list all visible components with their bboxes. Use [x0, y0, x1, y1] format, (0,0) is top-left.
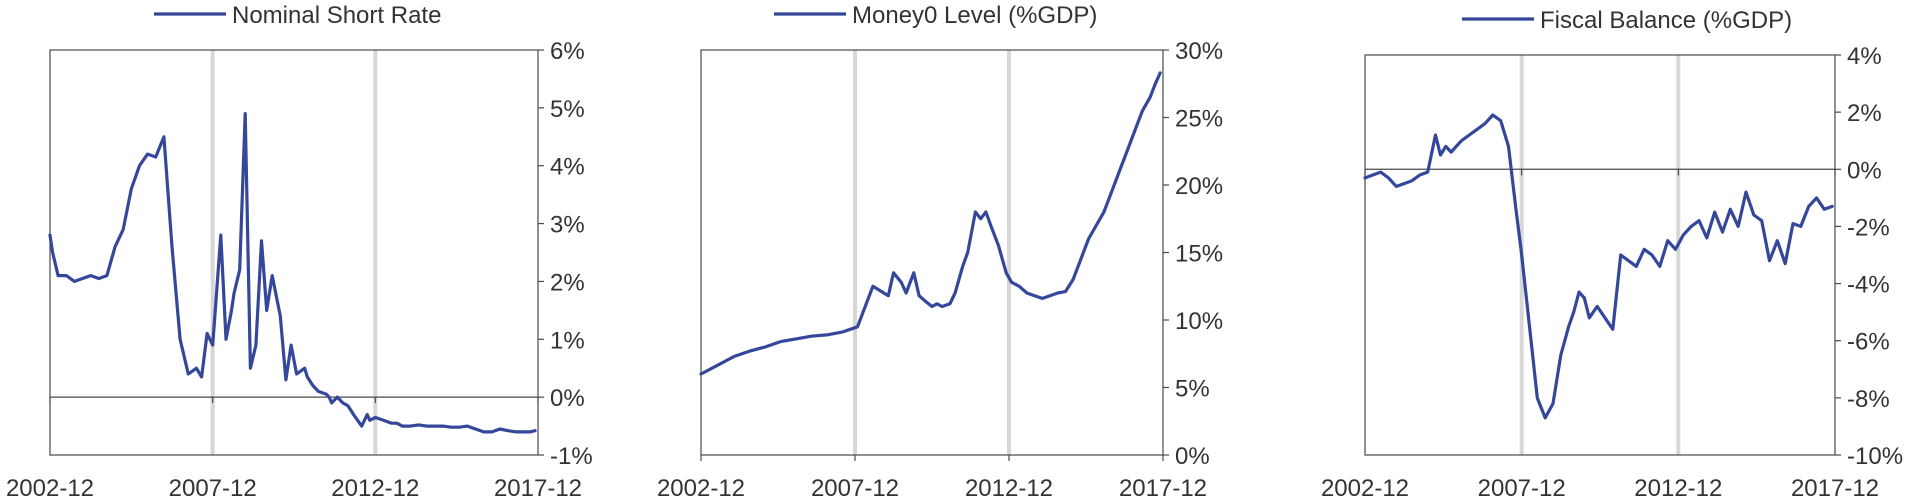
y-tick-label: 5%: [550, 96, 585, 123]
chart-panel-nominal-short-rate: 6% 5% 4% 3% 2% 1% 0% -1% 2002-12 2007-12 2012-12 20…: [6, 2, 593, 502]
y-tick-label: 4%: [1847, 43, 1882, 70]
series-line: [1363, 113, 1834, 420]
plot-frame: [49, 49, 539, 456]
y-tick-label: 2%: [1847, 100, 1882, 127]
y-tick-label: 3%: [550, 212, 585, 239]
chart-panel-money0-level: 30% 25% 20% 15% 10% 5% 0% 2002-12 2007-12 2012-12…: [657, 2, 1223, 502]
legend-label: Fiscal Balance (%GDP): [1540, 7, 1792, 34]
y-tick-label: 0%: [1175, 443, 1210, 470]
y-tick-label: 1%: [550, 327, 585, 354]
x-tick-label: 2002-12: [657, 475, 745, 502]
y-tick-label: 0%: [1847, 157, 1882, 184]
y-tick-label: 5%: [1175, 376, 1210, 403]
y-tick-label: 15%: [1175, 241, 1223, 268]
legend-label: Nominal Short Rate: [232, 2, 441, 29]
legend-label: Money0 Level (%GDP): [852, 2, 1097, 29]
x-tick-label: 2012-12: [1634, 475, 1722, 502]
plot-frame: [1364, 54, 1836, 456]
x-tick-label: 2007-12: [1478, 475, 1566, 502]
series-line: [699, 71, 1162, 376]
chart-panel-fiscal-balance: 4% 2% 0% -2% -4% -6% -8% -10% 2002-12 2007-12 2012…: [1321, 7, 1903, 502]
y-tick-label: 30%: [1175, 38, 1223, 65]
y-tick-label: 10%: [1175, 308, 1223, 335]
x-tick-label: 2012-12: [331, 475, 419, 502]
y-tick-label: -4%: [1847, 272, 1890, 299]
y-tick-label: 4%: [550, 154, 585, 181]
y-tick-label: 0%: [550, 385, 585, 412]
x-tick-label: 2007-12: [169, 475, 257, 502]
y-tick-label: -10%: [1847, 443, 1903, 470]
y-tick-label: 2%: [550, 269, 585, 296]
x-tick-label: 2017-12: [494, 475, 582, 502]
series-line: [48, 112, 537, 434]
y-tick-label: -2%: [1847, 214, 1890, 241]
y-tick-label: -1%: [550, 443, 593, 470]
y-tick-label: -8%: [1847, 386, 1890, 413]
y-tick-label: 25%: [1175, 106, 1223, 133]
y-tick-label: -6%: [1847, 329, 1890, 356]
plot-frame: [700, 49, 1164, 456]
x-tick-label: 2017-12: [1791, 475, 1879, 502]
x-tick-label: 2012-12: [965, 475, 1053, 502]
x-tick-label: 2017-12: [1119, 475, 1207, 502]
x-tick-label: 2007-12: [811, 475, 899, 502]
y-tick-label: 20%: [1175, 173, 1223, 200]
x-tick-label: 2002-12: [1321, 475, 1409, 502]
x-tick-label: 2002-12: [6, 475, 94, 502]
y-tick-label: 6%: [550, 38, 585, 65]
